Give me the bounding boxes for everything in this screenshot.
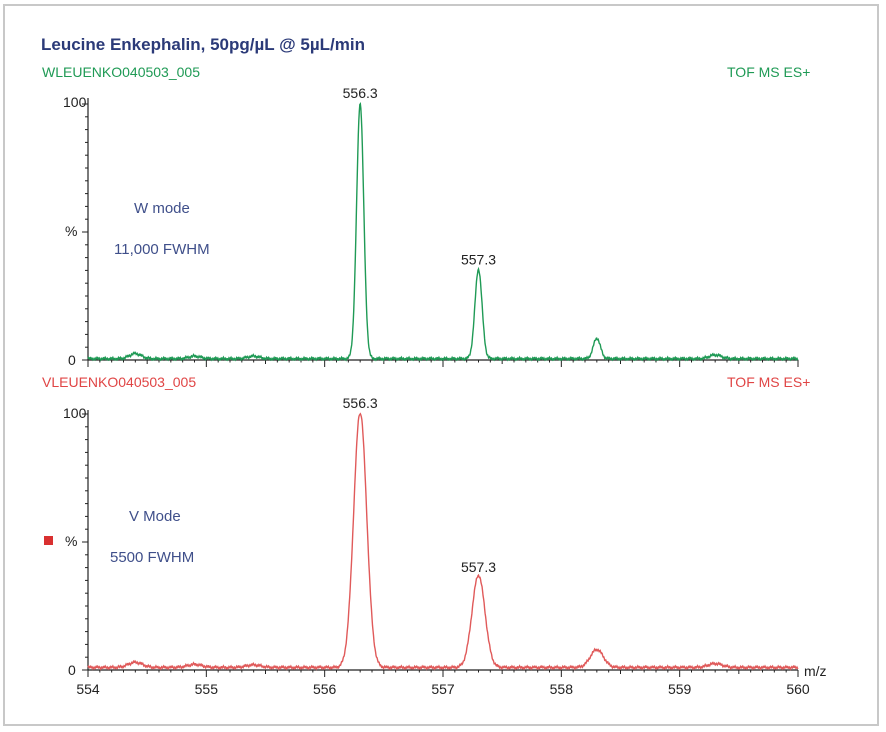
bottom-ytick-0: 0	[68, 662, 76, 678]
top-mode-annotation: W mode	[134, 200, 190, 217]
x-tick-label-556: 556	[313, 681, 337, 697]
bottom-spectrum-trace	[87, 412, 799, 671]
top-ytick-0: 0	[68, 352, 76, 368]
x-tick-labels: 554 555 556 557 558 559 560	[76, 681, 810, 697]
x-tick-label-559: 559	[668, 681, 692, 697]
top-resolution-annotation: 11,000 FWHM	[114, 241, 210, 258]
bottom-y-minor-ticks	[82, 413, 88, 671]
top-ytick-100: 100	[63, 94, 87, 110]
bottom-ylabel: %	[65, 533, 77, 549]
top-x-ticks	[87, 360, 799, 367]
bottom-peak-label-556: 556.3	[343, 395, 378, 411]
top-peak-label-557: 557.3	[461, 251, 496, 267]
bottom-x-ticks	[87, 670, 799, 677]
bottom-resolution-annotation: 5500 FWHM	[110, 549, 194, 566]
top-file-label: WLEUENKO040503_005	[42, 64, 200, 80]
bottom-ytick-100: 100	[63, 405, 87, 421]
red-square-marker	[44, 536, 53, 545]
bottom-scan-label: TOF MS ES+	[727, 374, 811, 390]
chart-title: Leucine Enkephalin, 50pg/µL @ 5µL/min	[41, 35, 365, 54]
figure-frame	[3, 4, 879, 726]
bottom-peak-label-557: 557.3	[461, 559, 496, 575]
x-tick-label-558: 558	[550, 681, 574, 697]
top-y-minor-ticks	[82, 103, 88, 361]
bottom-panel: 100 0 % V Mode 5500 FWHM 556.3 557.3 m/z…	[44, 395, 827, 697]
top-panel: 100 0 % W mode 11,000 FWHM 556.3 557.3	[63, 85, 799, 368]
x-tick-label-560: 560	[786, 681, 810, 697]
x-tick-label-557: 557	[431, 681, 455, 697]
top-peak-label-556: 556.3	[343, 85, 378, 101]
x-tick-label-554: 554	[76, 681, 100, 697]
x-tick-label-555: 555	[195, 681, 219, 697]
top-scan-label: TOF MS ES+	[727, 64, 811, 80]
bottom-file-label: VLEUENKO040503_005	[42, 374, 197, 390]
top-spectrum-trace	[87, 101, 799, 362]
bottom-mode-annotation: V Mode	[129, 508, 181, 525]
x-axis-label: m/z	[804, 663, 827, 679]
top-ylabel: %	[65, 223, 77, 239]
